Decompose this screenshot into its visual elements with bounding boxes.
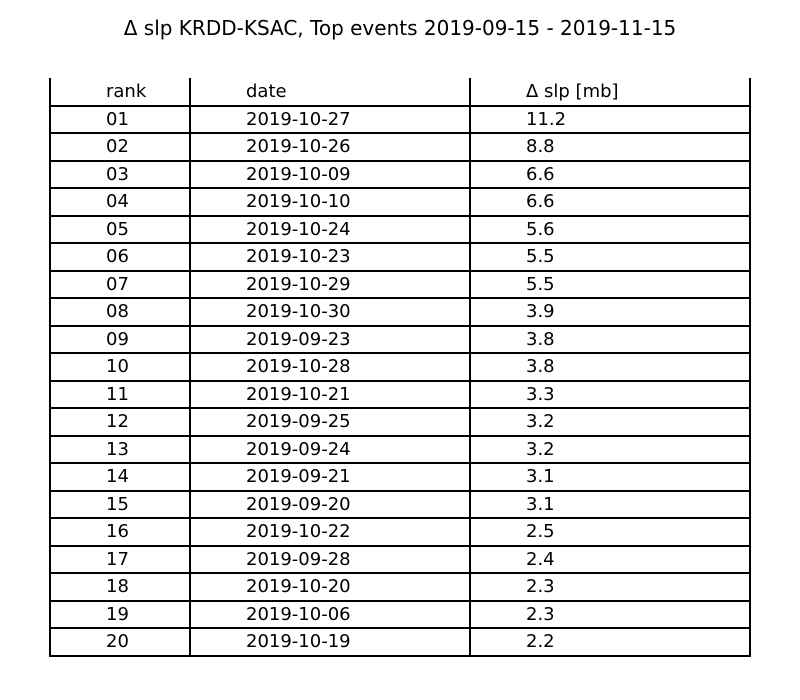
rank-cell: 18 xyxy=(106,576,129,598)
row-line xyxy=(49,379,751,382)
rank-cell: 10 xyxy=(106,356,129,378)
date-cell: 2019-10-27 xyxy=(246,108,351,130)
delta-slp-cell: 3.1 xyxy=(526,466,555,488)
date-cell: 2019-10-28 xyxy=(246,356,351,378)
row-line xyxy=(49,655,751,657)
row-line xyxy=(49,324,751,327)
column-header: date xyxy=(246,81,287,102)
delta-slp-cell: 3.9 xyxy=(526,301,555,323)
date-cell: 2019-10-10 xyxy=(246,191,351,213)
rank-cell: 06 xyxy=(106,246,129,268)
rank-cell: 15 xyxy=(106,493,129,515)
rank-cell: 09 xyxy=(106,328,129,350)
row-line xyxy=(49,407,751,410)
row-line xyxy=(49,132,751,135)
delta-slp-cell: 11.2 xyxy=(526,108,567,130)
chart-title: Δ slp KRDD-KSAC, Top events 2019-09-15 -… xyxy=(123,16,677,40)
delta-slp-cell: 2.3 xyxy=(526,576,555,598)
rank-cell: 13 xyxy=(106,438,129,460)
delta-slp-cell: 8.8 xyxy=(526,136,555,158)
rank-cell: 11 xyxy=(106,383,129,405)
delta-slp-cell: 3.8 xyxy=(526,328,555,350)
events-table: rank date Δ slp [mb] 01 2019-10-27 11.2 02 2019… xyxy=(49,78,751,657)
delta-slp-cell: 5.5 xyxy=(526,273,555,295)
date-cell: 2019-09-25 xyxy=(246,411,351,433)
rank-cell: 01 xyxy=(106,108,129,130)
rank-cell: 05 xyxy=(106,218,129,240)
date-cell: 2019-10-20 xyxy=(246,576,351,598)
delta-slp-cell: 3.8 xyxy=(526,356,555,378)
delta-slp-cell: 3.2 xyxy=(526,411,555,433)
column-header: rank xyxy=(106,81,147,102)
delta-slp-cell: 3.2 xyxy=(526,438,555,460)
rank-cell: 02 xyxy=(106,136,129,158)
rank-cell: 17 xyxy=(106,548,129,570)
date-cell: 2019-10-06 xyxy=(246,603,351,625)
delta-slp-cell: 5.5 xyxy=(526,246,555,268)
date-cell: 2019-09-28 xyxy=(246,548,351,570)
date-cell: 2019-10-29 xyxy=(246,273,351,295)
delta-slp-cell: 6.6 xyxy=(526,163,555,185)
rank-cell: 14 xyxy=(106,466,129,488)
rank-cell: 12 xyxy=(106,411,129,433)
row-line xyxy=(49,104,751,107)
rank-cell: 07 xyxy=(106,273,129,295)
delta-slp-cell: 2.4 xyxy=(526,548,555,570)
column-line xyxy=(189,78,191,656)
delta-slp-cell: 6.6 xyxy=(526,191,555,213)
column-line xyxy=(469,78,471,656)
delta-slp-cell: 3.1 xyxy=(526,493,555,515)
row-line xyxy=(49,297,751,300)
delta-slp-cell: 2.2 xyxy=(526,631,555,653)
row-line xyxy=(49,242,751,245)
row-line xyxy=(49,489,751,492)
date-cell: 2019-10-30 xyxy=(246,301,351,323)
rank-cell: 08 xyxy=(106,301,129,323)
row-line xyxy=(49,352,751,355)
date-cell: 2019-09-24 xyxy=(246,438,351,460)
date-cell: 2019-10-23 xyxy=(246,246,351,268)
date-cell: 2019-10-09 xyxy=(246,163,351,185)
row-line xyxy=(49,599,751,602)
delta-slp-cell: 3.3 xyxy=(526,383,555,405)
row-line xyxy=(49,544,751,547)
column-line xyxy=(749,78,751,656)
rank-cell: 20 xyxy=(106,631,129,653)
date-cell: 2019-09-23 xyxy=(246,328,351,350)
date-cell: 2019-09-20 xyxy=(246,493,351,515)
rank-cell: 19 xyxy=(106,603,129,625)
column-line xyxy=(49,78,51,656)
row-line xyxy=(49,434,751,437)
date-cell: 2019-10-22 xyxy=(246,521,351,543)
row-line xyxy=(49,159,751,162)
row-line xyxy=(49,462,751,465)
delta-slp-cell: 2.3 xyxy=(526,603,555,625)
delta-slp-cell: 5.6 xyxy=(526,218,555,240)
row-line xyxy=(49,214,751,217)
date-cell: 2019-09-21 xyxy=(246,466,351,488)
row-line xyxy=(49,187,751,190)
delta-slp-cell: 2.5 xyxy=(526,521,555,543)
date-cell: 2019-10-26 xyxy=(246,136,351,158)
date-cell: 2019-10-19 xyxy=(246,631,351,653)
row-line xyxy=(49,572,751,575)
column-header: Δ slp [mb] xyxy=(526,81,619,102)
row-line xyxy=(49,517,751,520)
date-cell: 2019-10-24 xyxy=(246,218,351,240)
rank-cell: 16 xyxy=(106,521,129,543)
row-line xyxy=(49,627,751,630)
row-line xyxy=(49,269,751,272)
rank-cell: 04 xyxy=(106,191,129,213)
rank-cell: 03 xyxy=(106,163,129,185)
date-cell: 2019-10-21 xyxy=(246,383,351,405)
